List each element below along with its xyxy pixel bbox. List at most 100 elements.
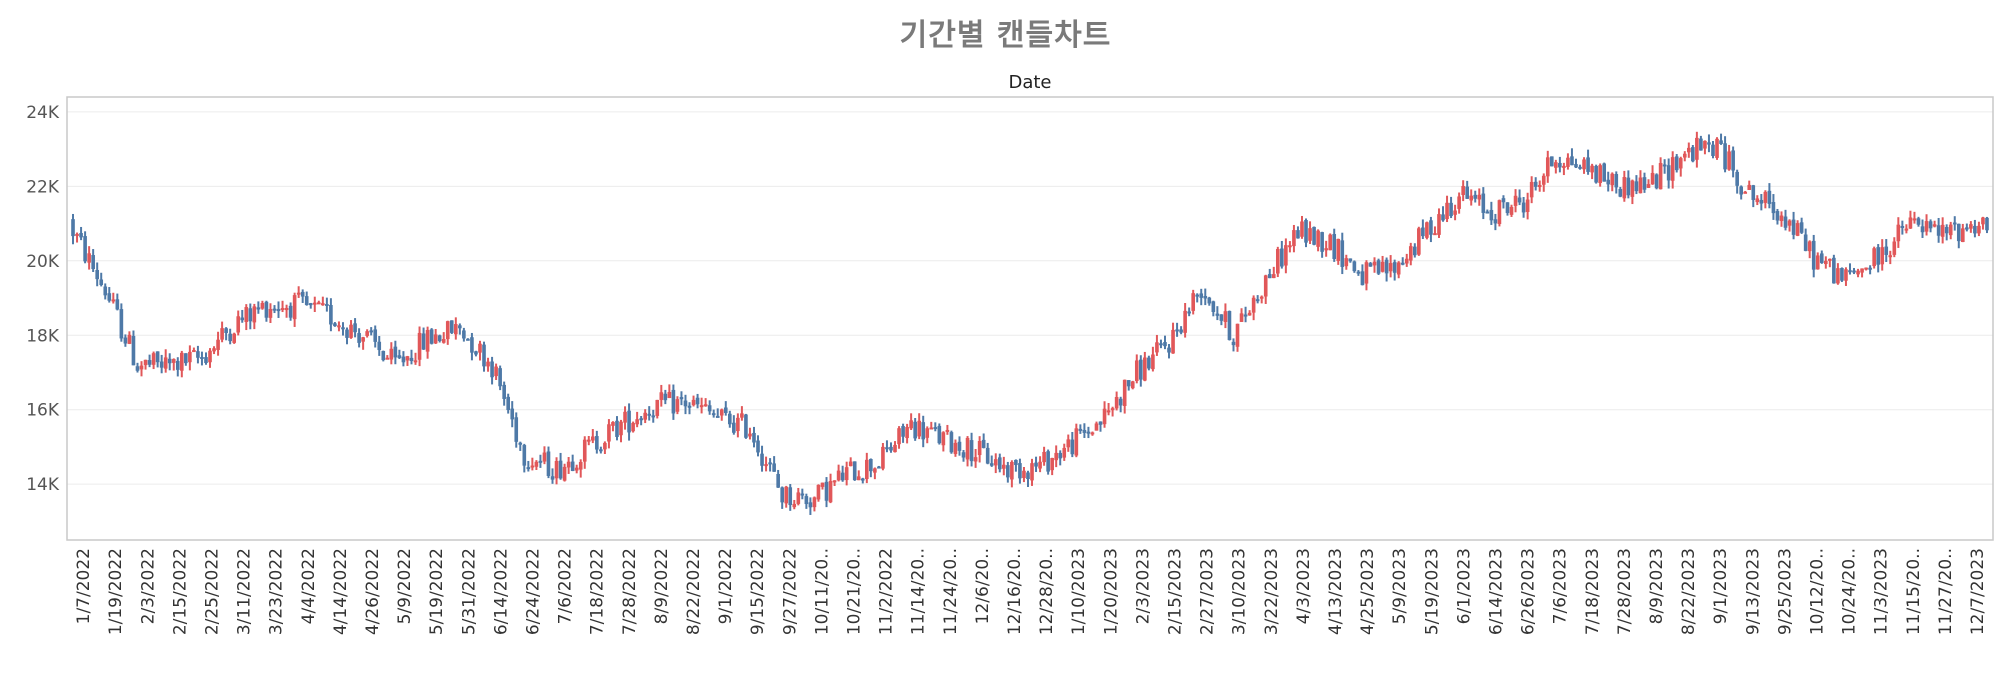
candle-body-up (562, 466, 567, 481)
candle (1163, 335, 1167, 350)
candle (1590, 163, 1594, 180)
candle-body-down (79, 233, 83, 238)
x-tick-label: 1/10/2023 (1069, 548, 1089, 635)
candle-body-down (1473, 194, 1478, 199)
candle-body-down (1594, 165, 1598, 183)
candle-body-up (1445, 202, 1449, 220)
candle-body-up (244, 307, 249, 322)
candle (893, 441, 897, 453)
candle-body-up (820, 482, 825, 487)
candle (1001, 456, 1006, 476)
candle-body-up (1924, 221, 1929, 232)
candle (1602, 162, 1607, 182)
candle (1920, 219, 1925, 238)
x-tick-label: 3/11/2022 (235, 548, 255, 635)
candle (155, 351, 160, 368)
candle (1969, 221, 1973, 233)
candle-body-up (220, 328, 224, 340)
candle-body-down (961, 452, 966, 458)
candle (244, 304, 249, 331)
candle-body-down (1167, 347, 1171, 353)
candle-body-up (736, 417, 740, 432)
candle (433, 328, 438, 344)
candle-body-down (1811, 240, 1816, 270)
candle-body-down (1654, 174, 1659, 189)
candle (1010, 460, 1014, 488)
candle-body-up (1860, 268, 1864, 273)
candle-body-up (1417, 228, 1421, 255)
candle-body-down (1699, 138, 1703, 151)
candle (1956, 223, 1961, 249)
candle-body-down (200, 357, 204, 360)
candle (897, 426, 901, 449)
candle (969, 432, 974, 467)
candle (1549, 156, 1554, 167)
candle (462, 327, 466, 342)
candle (937, 423, 942, 445)
candle-body-down (369, 330, 374, 333)
candle (151, 351, 156, 370)
candle (1477, 188, 1482, 206)
x-tick-label: 4/26/2022 (363, 548, 383, 635)
candle (1537, 180, 1542, 192)
candle (272, 305, 277, 314)
candle-body-down (546, 451, 551, 476)
candle-body-up (316, 302, 321, 305)
candle (711, 409, 716, 418)
candle (877, 465, 881, 469)
candle (1803, 228, 1808, 252)
candle-body-down (1034, 462, 1038, 467)
x-tick-label: 6/14/2023 (1486, 548, 1506, 635)
candle-body-down (1046, 451, 1050, 472)
candle (458, 323, 462, 335)
candle (1642, 172, 1647, 193)
candle-body-down (1775, 211, 1780, 221)
candle-body-down (1070, 439, 1075, 455)
candle-body-down (1296, 230, 1300, 239)
candle-body-up (361, 337, 365, 342)
candle (1751, 184, 1756, 208)
candle-body-down (1227, 311, 1232, 340)
candle-body-down (1852, 270, 1856, 273)
candle-body-up (578, 461, 583, 470)
candle-body-down (518, 442, 523, 445)
candle (1888, 250, 1893, 265)
candle (1437, 208, 1441, 238)
candle (437, 334, 442, 343)
candle-body-down (1255, 299, 1260, 302)
candle (881, 442, 885, 471)
candle-body-down (506, 396, 511, 411)
candle-body-down (1348, 258, 1353, 262)
candle-body-up (1114, 397, 1119, 409)
candle-body-up (1856, 270, 1860, 275)
candle-body-up (1372, 261, 1377, 266)
candle (1707, 134, 1711, 153)
candle-body-up (192, 350, 196, 353)
candle-body-down (272, 308, 277, 311)
candle-body-up (1912, 218, 1917, 221)
candle-body-up (917, 420, 922, 437)
candle (732, 415, 736, 435)
candle (736, 413, 740, 438)
candle-body-down (345, 329, 349, 338)
candle (449, 320, 454, 335)
candle (1082, 423, 1087, 438)
candle-body-down (1723, 143, 1727, 170)
candle-body-up (1001, 464, 1006, 469)
candle-body-down (772, 463, 776, 472)
candle (538, 454, 543, 468)
candle (719, 408, 724, 421)
candle (381, 350, 386, 362)
candle (856, 470, 861, 481)
x-tick-label: 10/12/20.. (1807, 548, 1827, 635)
candle-body-up (1888, 255, 1893, 258)
candle-body-down (522, 445, 527, 466)
candle-body-down (1586, 157, 1590, 172)
candle (421, 327, 426, 350)
candle (304, 291, 309, 306)
candle (659, 384, 664, 407)
candle-body-down (393, 346, 398, 358)
candle (453, 317, 458, 340)
candle (397, 349, 402, 360)
candle (1606, 171, 1611, 192)
